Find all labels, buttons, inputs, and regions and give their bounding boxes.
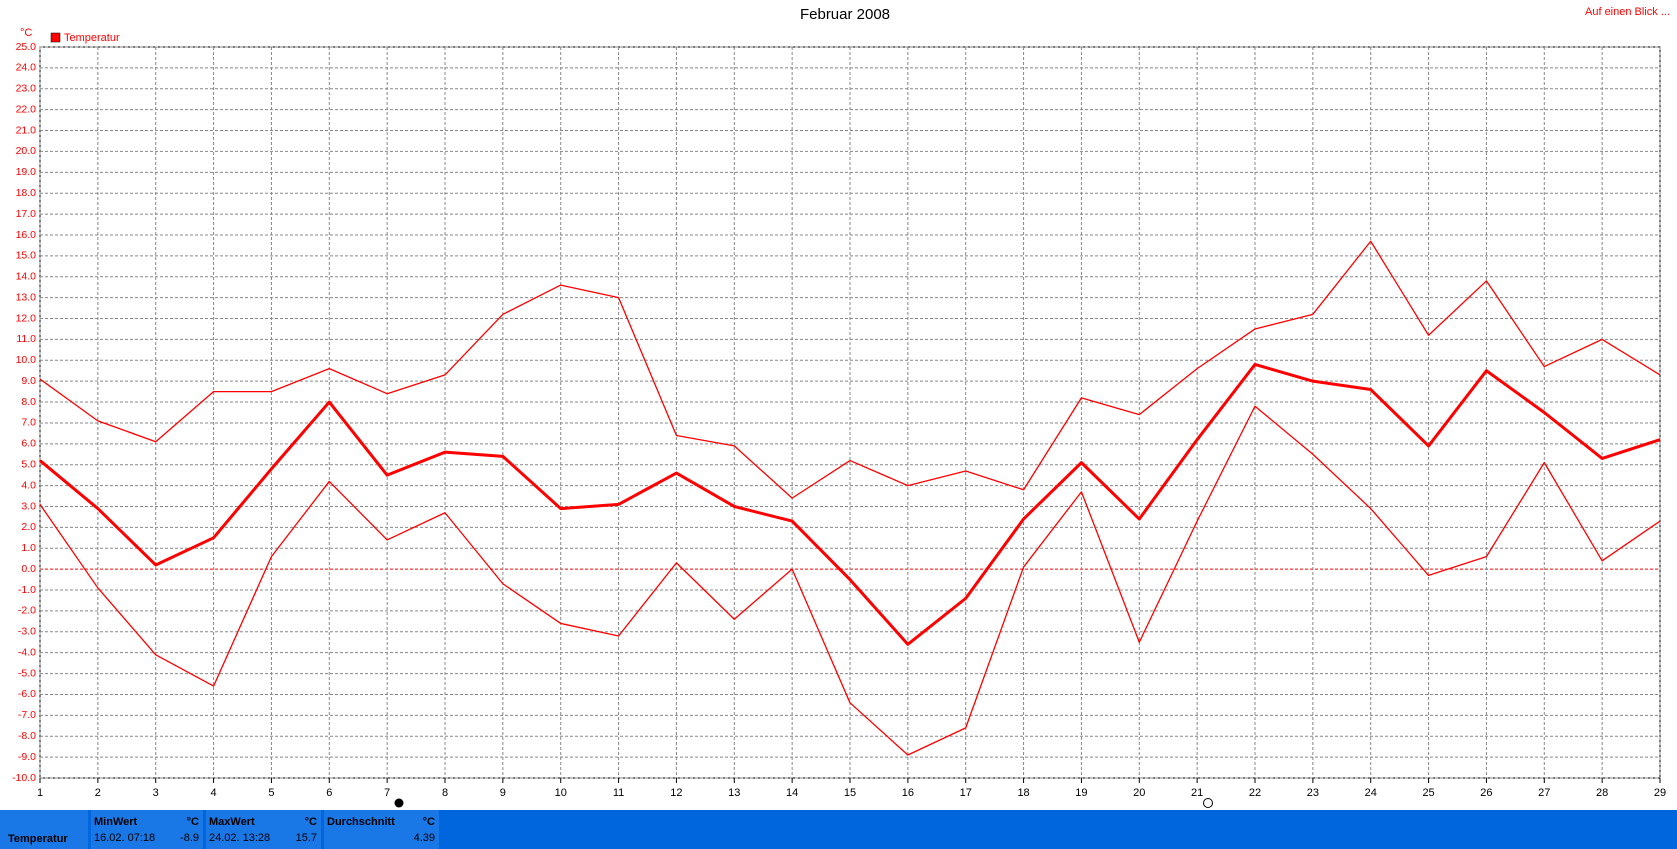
x-tick-label: 17: [960, 787, 972, 799]
min-label: MinWert: [94, 816, 138, 828]
y-tick-label: -10.0: [12, 772, 36, 784]
y-tick-label: -9.0: [18, 751, 36, 763]
chart: Februar 2008 Auf einen Blick ... °C Temp…: [12, 6, 1670, 808]
y-tick-label: 19.0: [16, 166, 37, 178]
x-tick-label: 11: [613, 787, 624, 799]
x-tick-label: 1: [37, 787, 43, 799]
legend-swatch: [50, 32, 61, 43]
y-tick-label: 3.0: [21, 500, 36, 512]
y-tick-label: 7.0: [21, 417, 36, 429]
y-unit: °C: [20, 27, 32, 39]
y-tick-label: 14.0: [16, 271, 37, 283]
x-tick-label: 2: [95, 787, 101, 799]
y-tick-label: 18.0: [16, 187, 37, 199]
x-tick-label: 22: [1249, 787, 1261, 799]
y-tick-label: 10.0: [16, 354, 37, 366]
x-tick-label: 25: [1422, 787, 1434, 799]
max-value: 15.7: [295, 832, 317, 844]
x-tick-label: 26: [1480, 787, 1492, 799]
min-date: 16.02. 07:18: [94, 832, 156, 844]
max-date: 24.02. 13:28: [209, 832, 271, 844]
y-tick-label: -3.0: [18, 626, 36, 638]
y-tick-label: -5.0: [18, 667, 36, 679]
y-tick-label: 20.0: [16, 145, 37, 157]
x-tick-label: 9: [500, 787, 506, 799]
y-tick-label: 23.0: [16, 83, 37, 95]
y-tick-label: 25.0: [16, 41, 37, 53]
avg-cell: Durchschnitt °C 4.39: [324, 810, 439, 849]
x-tick-label: 29: [1654, 787, 1666, 799]
max-unit: °C: [304, 816, 317, 828]
y-tick-label: -7.0: [18, 709, 36, 721]
y-tick-label: 12.0: [16, 312, 37, 324]
x-tick-label: 14: [786, 787, 798, 799]
x-tick-label: 4: [211, 787, 217, 799]
x-tick-label: 15: [844, 787, 856, 799]
x-tick-label: 23: [1307, 787, 1319, 799]
x-tick-label: 6: [326, 787, 332, 799]
avg-label: Durchschnitt: [327, 816, 395, 828]
temperature-line: [39, 362, 1661, 646]
moon-new-icon: [1203, 798, 1213, 808]
y-tick-label: 15.0: [16, 250, 37, 262]
link[interactable]: Auf einen Blick ...: [1585, 6, 1670, 18]
x-tick-label: 8: [442, 787, 448, 799]
y-tick-label: -1.0: [18, 584, 36, 596]
y-tick-label: 1.0: [21, 542, 36, 554]
x-tick-label: 27: [1538, 787, 1550, 799]
min-cell: MinWert °C 16.02. 07:18 -8.9: [91, 810, 203, 849]
chart-title: Februar 2008: [800, 6, 890, 23]
y-tick-label: 0.0: [21, 563, 36, 575]
x-tick-label: 3: [153, 787, 159, 799]
y-tick-label: -8.0: [18, 730, 36, 742]
x-tick-label: 18: [1017, 787, 1029, 799]
x-tick-label: 28: [1596, 787, 1608, 799]
summary-bar: Temperatur MinWert °C 16.02. 07:18 -8.9 …: [0, 810, 1677, 849]
y-tick-label: 16.0: [16, 229, 37, 241]
x-tick-label: 20: [1133, 787, 1145, 799]
y-tick-label: 11.0: [16, 333, 36, 345]
x-tick-label: 16: [902, 787, 914, 799]
y-tick-label: -4.0: [18, 646, 36, 658]
y-tick-label: -6.0: [18, 688, 36, 700]
y-tick-label: 4.0: [21, 479, 36, 491]
y-tick-label: 22.0: [16, 103, 37, 115]
y-tick-label: 17.0: [16, 208, 37, 220]
x-tick-label: 19: [1075, 787, 1087, 799]
y-tick-label: 8.0: [21, 396, 36, 408]
temperature-line: [39, 240, 1661, 499]
x-tick-label: 10: [555, 787, 567, 799]
y-tick-label: 24.0: [16, 62, 37, 74]
avg-value: 4.39: [413, 832, 435, 844]
min-value: -8.9: [180, 832, 199, 844]
y-tick-label: 2.0: [21, 521, 36, 533]
legend-label: Temperatur: [64, 32, 120, 44]
summary-name: Temperatur: [8, 833, 68, 845]
x-tick-label: 5: [268, 787, 274, 799]
x-tick-label: 12: [670, 787, 682, 799]
moon-full-icon: [394, 798, 404, 808]
max-cell: MaxWert °C 24.02. 13:28 15.7: [206, 810, 321, 849]
min-unit: °C: [186, 816, 199, 828]
x-tick-label: 21: [1191, 787, 1203, 799]
y-tick-label: 9.0: [21, 375, 36, 387]
summary-name-cell: Temperatur: [0, 810, 88, 849]
y-tick-label: 6.0: [21, 438, 36, 450]
x-tick-label: 24: [1365, 787, 1377, 799]
x-tick-label: 13: [728, 787, 740, 799]
x-tick-label: 7: [384, 787, 390, 799]
y-tick-label: 5.0: [21, 458, 36, 470]
y-tick-label: -2.0: [18, 605, 36, 617]
max-label: MaxWert: [209, 816, 255, 828]
temperature-line: [39, 405, 1661, 756]
avg-unit: °C: [422, 816, 435, 828]
y-tick-label: 13.0: [16, 291, 37, 303]
y-tick-label: 21.0: [16, 124, 37, 136]
